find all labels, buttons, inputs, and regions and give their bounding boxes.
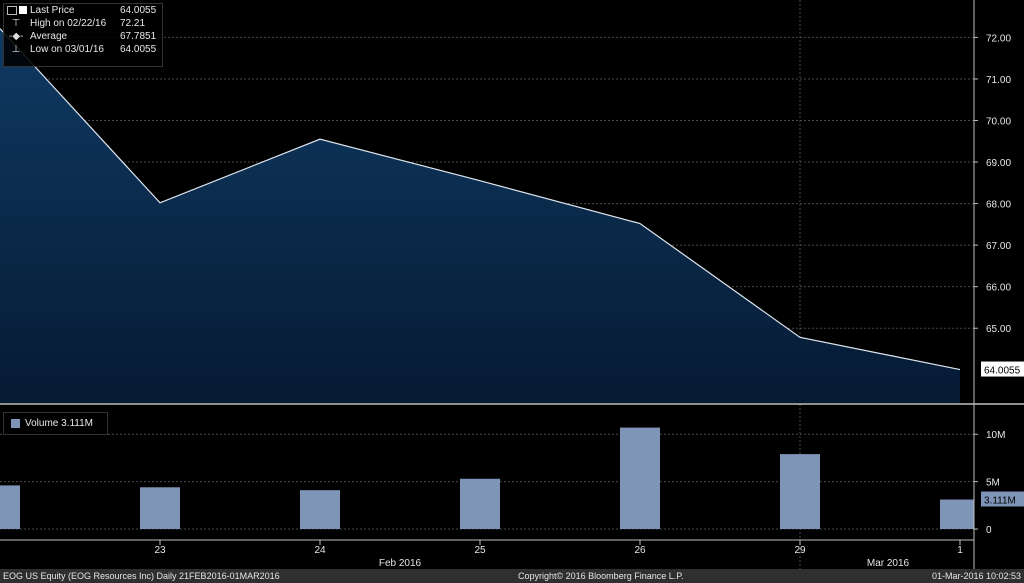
price-tick-label: 67.00 <box>986 241 1011 252</box>
price-volume-chart: 65.00 66.00 67.00 68.00 69.00 70.00 71.00 72.00… <box>0 0 1024 569</box>
average-marker-icon: -◆- <box>9 31 24 42</box>
last-price-label: 64.0055 <box>984 366 1021 377</box>
volume-tick-label: 0 <box>986 525 992 536</box>
price-area-fill <box>0 28 960 403</box>
legend-low-value: 64.0055 <box>120 44 157 55</box>
price-tick-label: 72.00 <box>986 33 1011 44</box>
volume-bar <box>0 485 20 529</box>
last-price-label-bg <box>981 361 1024 377</box>
price-tick-label: 66.00 <box>986 283 1011 294</box>
legend-high: ⊤ High on 02/22/16 72.21 <box>4 17 162 30</box>
price-tick-label: 71.00 <box>986 75 1011 86</box>
legend-average-label: Average <box>30 31 68 42</box>
volume-bar <box>300 490 340 529</box>
footer-bar: EOG US Equity (EOG Resources Inc) Daily … <box>0 569 1024 583</box>
volume-bar <box>780 454 820 529</box>
legend-average: -◆- Average 67.7851 <box>4 30 162 43</box>
legend-high-value: 72.21 <box>120 18 146 29</box>
price-tick-label: 65.00 <box>986 324 1011 335</box>
x-tick-label: 29 <box>794 545 806 556</box>
legend-high-label: High on 02/22/16 <box>30 18 107 29</box>
last-price-swatch <box>19 6 27 14</box>
low-marker-icon: ⊥ <box>11 44 21 55</box>
high-marker-icon: ⊤ <box>11 18 21 29</box>
last-volume-label: 3.111M <box>984 496 1016 507</box>
volume-tick-label: 5M <box>986 478 1000 489</box>
price-tick-label: 70.00 <box>986 116 1011 127</box>
price-legend: Last Price 64.0055 ⊤ High on 02/22/16 72… <box>3 3 163 67</box>
legend-last-price: Last Price 64.0055 <box>4 4 162 17</box>
legend-last-price-value: 64.0055 <box>120 5 157 16</box>
legend-toggle-icon[interactable] <box>7 6 17 15</box>
legend-low-label: Low on 03/01/16 <box>30 44 104 55</box>
volume-tick-label: 10M <box>986 430 1005 441</box>
price-tick-label: 69.00 <box>986 158 1011 169</box>
x-month-label: Mar 2016 <box>867 558 910 569</box>
volume-legend: Volume 3.111M <box>3 412 108 435</box>
x-tick-label: 26 <box>634 545 646 556</box>
volume-bar <box>940 499 974 529</box>
x-tick-label: 1 <box>957 545 963 556</box>
footer-timestamp: 01-Mar-2016 10:02:53 <box>931 571 1021 581</box>
x-tick-label: 24 <box>314 545 326 556</box>
legend-average-value: 67.7851 <box>120 31 157 42</box>
last-volume-label-bg <box>981 491 1024 507</box>
volume-bar <box>140 487 180 529</box>
x-tick-label: 23 <box>154 545 166 556</box>
volume-swatch <box>11 419 20 428</box>
volume-bar <box>460 478 500 529</box>
legend-low: ⊥ Low on 03/01/16 64.0055 <box>4 43 162 56</box>
gridlines <box>0 0 974 569</box>
price-tick-label: 68.00 <box>986 200 1011 211</box>
volume-panel <box>0 427 974 529</box>
x-month-label: Feb 2016 <box>379 558 422 569</box>
x-tick-label: 25 <box>474 545 486 556</box>
footer-copyright: Copyright© 2016 Bloomberg Finance L.P. <box>518 571 684 581</box>
volume-legend-label: Volume 3.111M <box>25 418 94 429</box>
legend-last-price-label: Last Price <box>30 5 75 16</box>
price-panel <box>0 28 961 403</box>
volume-bar <box>620 427 660 529</box>
footer-security: EOG US Equity (EOG Resources Inc) Daily … <box>3 571 280 581</box>
axes: 65.00 66.00 67.00 68.00 69.00 70.00 71.00 72.00… <box>0 0 1024 569</box>
